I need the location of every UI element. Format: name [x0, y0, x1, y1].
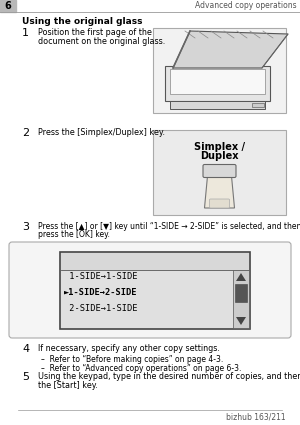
Text: 4: 4: [22, 344, 29, 354]
Text: document on the original glass.: document on the original glass.: [38, 37, 165, 46]
Polygon shape: [205, 176, 235, 208]
Text: 3: 3: [22, 222, 29, 232]
Text: Simplex /: Simplex /: [194, 142, 245, 152]
Bar: [252, 103, 264, 107]
Polygon shape: [236, 273, 246, 281]
Text: Duplex: Duplex: [200, 151, 239, 161]
Bar: [60, 252, 250, 329]
Text: 5: 5: [22, 372, 29, 382]
Bar: [233, 270, 249, 328]
FancyBboxPatch shape: [9, 242, 291, 338]
Bar: [0, 0, 16, 12]
Bar: [61, 253, 249, 270]
Text: Using the keypad, type in the desired number of copies, and then press: Using the keypad, type in the desired nu…: [38, 372, 300, 381]
Bar: [165, 66, 270, 101]
Text: –  Refer to “Advanced copy operations” on page 6-3.: – Refer to “Advanced copy operations” on…: [41, 364, 242, 373]
Text: 6: 6: [4, 1, 11, 11]
FancyBboxPatch shape: [203, 164, 236, 178]
Text: press the [OK] key.: press the [OK] key.: [38, 230, 110, 239]
Text: 1: 1: [22, 28, 29, 38]
Text: SIMPLEX/DUPLEX: SIMPLEX/DUPLEX: [65, 255, 140, 264]
Bar: [153, 28, 286, 113]
Text: Using the original glass: Using the original glass: [22, 17, 142, 26]
Text: bizhub 163/211: bizhub 163/211: [226, 413, 286, 422]
Text: If necessary, specify any other copy settings.: If necessary, specify any other copy set…: [38, 344, 220, 353]
Text: –  Refer to “Before making copies” on page 4-3.: – Refer to “Before making copies” on pag…: [41, 355, 223, 364]
Polygon shape: [173, 31, 288, 68]
Text: Press the [▲] or [▼] key until “1-SIDE → 2-SIDE” is selected, and then: Press the [▲] or [▼] key until “1-SIDE →…: [38, 222, 300, 231]
Text: 1-SIDE→1-SIDE: 1-SIDE→1-SIDE: [64, 272, 137, 281]
Polygon shape: [236, 317, 246, 325]
Text: 2-SIDE→1-SIDE: 2-SIDE→1-SIDE: [64, 304, 137, 313]
Text: Position the first page of the: Position the first page of the: [38, 28, 152, 37]
Text: the [Start] key.: the [Start] key.: [38, 381, 98, 390]
Text: Press the [Simplex/Duplex] key.: Press the [Simplex/Duplex] key.: [38, 128, 165, 137]
Text: Advanced copy operations: Advanced copy operations: [195, 1, 297, 10]
FancyBboxPatch shape: [209, 199, 230, 208]
Bar: [170, 101, 265, 109]
Bar: [153, 130, 286, 215]
Bar: [235, 284, 247, 302]
Text: ►1-SIDE→2-SIDE: ►1-SIDE→2-SIDE: [64, 288, 137, 297]
Bar: [170, 69, 265, 94]
Text: 2: 2: [22, 128, 29, 138]
